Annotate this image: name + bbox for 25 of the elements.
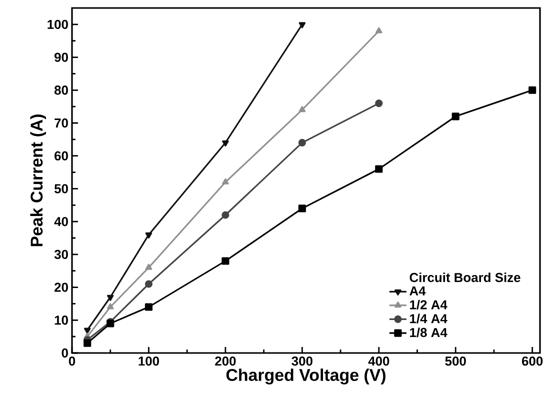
legend-label: 1/2 A4 bbox=[410, 300, 448, 310]
y-tick-label: 80 bbox=[54, 86, 68, 95]
y-tick-label: 20 bbox=[54, 282, 68, 292]
y-tick-label: 40 bbox=[54, 216, 68, 226]
legend-label: A4 bbox=[410, 286, 426, 296]
legend-title: Circuit Board Size bbox=[410, 272, 520, 282]
y-tick-label: 50 bbox=[54, 184, 68, 194]
legend-label: 1/4 A4 bbox=[410, 314, 448, 324]
x-tick-label: 0 bbox=[68, 356, 76, 366]
y-tick-label: 90 bbox=[54, 52, 68, 62]
y-tick-label: 70 bbox=[54, 118, 68, 128]
y-tick-label: 60 bbox=[54, 151, 68, 160]
y-tick-label: 10 bbox=[54, 316, 68, 325]
x-axis-title: Charged Voltage (V) bbox=[226, 368, 386, 384]
x-tick-label: 300 bbox=[292, 356, 312, 366]
x-tick-label: 600 bbox=[522, 356, 543, 366]
y-axis-title: Peak Current (A) bbox=[30, 114, 46, 246]
y-tick-label: 30 bbox=[54, 250, 68, 260]
x-tick-label: 400 bbox=[368, 356, 390, 366]
y-tick-label: 100 bbox=[48, 20, 68, 30]
x-tick-label: 100 bbox=[138, 356, 159, 366]
y-tick-label: 0 bbox=[62, 348, 68, 358]
x-tick-label: 200 bbox=[215, 356, 236, 366]
x-tick-label: 500 bbox=[445, 356, 466, 366]
legend-label: 1/8 A4 bbox=[410, 328, 448, 338]
